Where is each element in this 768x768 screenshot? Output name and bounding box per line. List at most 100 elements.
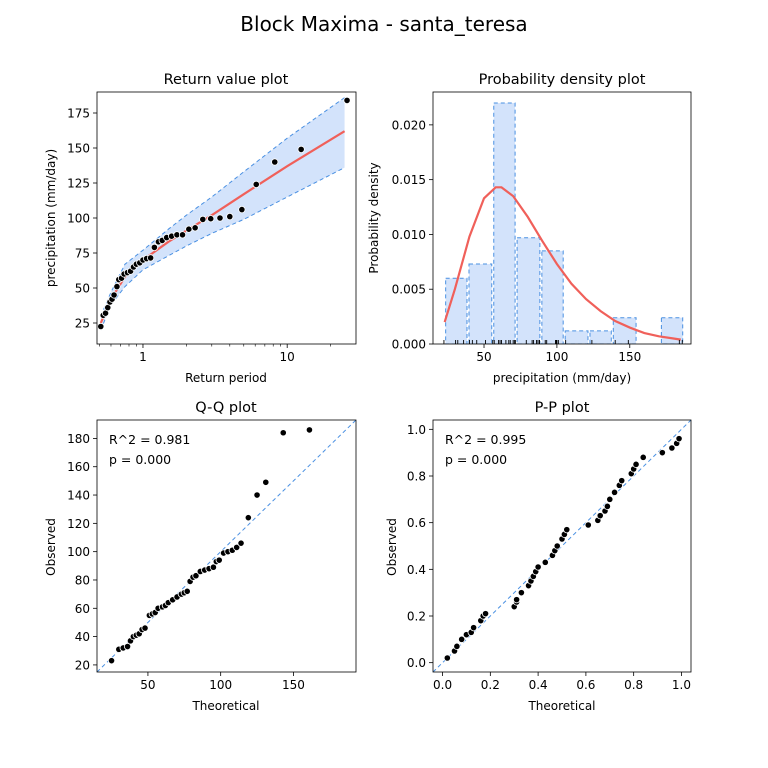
return-value-point (216, 214, 224, 222)
qq-point (233, 543, 241, 552)
pp-point (470, 624, 478, 632)
return-value-point (147, 254, 155, 262)
pp-point (618, 477, 626, 485)
return-value-ytick-label: 100 (67, 212, 90, 226)
pdf-plot-area (443, 102, 684, 344)
qq-xlabel: Theoretical (191, 699, 259, 713)
pp-plot-area (433, 420, 691, 672)
pdf-curve (443, 186, 681, 341)
pdf-ytick-label: 0.020 (392, 118, 426, 132)
histogram-bar (445, 277, 468, 344)
return-value-point (113, 282, 121, 291)
qq-point (253, 491, 261, 499)
qq-plot-area (97, 420, 356, 672)
return-value-xtick-label: 10 (280, 350, 295, 364)
qq-xtick-label: 100 (209, 678, 232, 692)
qq-ytick-label: 180 (67, 432, 90, 446)
qq-title: Q-Q plot (195, 400, 257, 416)
pp-point (553, 542, 561, 550)
pdf-xtick-label: 100 (545, 350, 568, 364)
qq-point (279, 429, 287, 437)
return-value-ytick-label: 50 (75, 282, 90, 296)
pp-point (443, 654, 451, 662)
pp-xlabel: Theoretical (527, 699, 595, 713)
pp-point (610, 488, 619, 496)
qq-ytick-label: 40 (75, 630, 90, 644)
return-value-point (226, 213, 234, 221)
qq-point (237, 539, 245, 547)
pp-axes-frame (432, 419, 692, 673)
pp-point (668, 444, 676, 452)
pp-ytick-label: 0.6 (407, 516, 426, 530)
qq-ytick-label: 20 (75, 658, 90, 672)
histogram-bar (589, 330, 612, 344)
pp-point (632, 460, 640, 468)
return-value-point (271, 158, 279, 166)
pp-annotation: p = 0.000 (445, 452, 507, 467)
qq-point (183, 587, 191, 595)
pdf-ytick-label: 0.010 (392, 228, 426, 242)
qq-point (209, 563, 218, 571)
qq-ytick-label: 60 (75, 602, 90, 616)
pdf-ytick-label: 0.000 (392, 338, 426, 352)
pp-point (513, 596, 521, 604)
pp-point (675, 435, 683, 443)
pp-xtick-label: 0.6 (576, 678, 595, 692)
qq-reference-line (97, 420, 356, 672)
confidence-lower-line (100, 167, 345, 331)
return-value-point (297, 145, 305, 153)
figure-title: Block Maxima - santa_teresa (240, 12, 527, 36)
qq-xtick-label: 50 (140, 678, 155, 692)
pp-point (453, 642, 461, 650)
return-value-point (252, 180, 260, 188)
return-value-xtick-label: 1 (139, 350, 147, 364)
pp-xtick-label: 0.0 (433, 678, 452, 692)
return-value-ytick-label: 150 (67, 142, 90, 156)
qq-annotation: R^2 = 0.981 (109, 432, 190, 447)
histogram-bar (516, 237, 541, 344)
return-value-point (110, 291, 118, 299)
return-value-point (207, 215, 215, 223)
qq-point (123, 642, 132, 651)
qq-point (192, 572, 200, 580)
qq-point (141, 624, 149, 632)
confidence-band (100, 97, 345, 330)
return-value-point (199, 215, 207, 223)
pp-point (606, 495, 614, 503)
pp-point (481, 610, 490, 618)
pp-point (458, 635, 466, 643)
pp-xtick-label: 0.4 (529, 678, 548, 692)
pp-title: P-P plot (535, 400, 590, 416)
qq-ytick-label: 140 (67, 489, 90, 503)
pp-point (541, 558, 549, 566)
return-value-ytick-label: 125 (67, 177, 90, 191)
pp-plot: P-P plot Theoretical Observed R^2 = 0.99… (385, 400, 692, 713)
pdf-xtick-label: 150 (618, 350, 641, 364)
return-value-point (97, 322, 105, 331)
histogram-bar (541, 250, 564, 344)
return-value-point (343, 96, 351, 105)
qq-ytick-label: 100 (67, 545, 90, 559)
pdf-title: Probability density plot (479, 72, 646, 88)
return-value-ytick-label: 75 (75, 247, 90, 261)
pdf-ytick-label: 0.005 (392, 283, 426, 297)
pp-annotation: R^2 = 0.995 (445, 432, 526, 447)
qq-point (107, 657, 116, 665)
histogram-bar (493, 102, 516, 344)
pdf-ytick-label: 0.015 (392, 173, 426, 187)
pp-point (584, 521, 592, 529)
pp-point (563, 526, 571, 534)
pp-xtick-label: 0.2 (481, 678, 500, 692)
pp-ytick-label: 1.0 (407, 423, 426, 437)
return-value-xlabel: Return period (185, 371, 267, 385)
return-value-axes-frame (96, 91, 357, 345)
pdf-axes-frame (432, 91, 692, 345)
qq-point (215, 556, 223, 564)
probability-density-plot: Probability density plot precipitation (… (367, 72, 692, 385)
qq-annotation: p = 0.000 (109, 452, 171, 467)
pp-ytick-label: 0.2 (407, 610, 426, 624)
qq-plot: Q-Q plot Theoretical Observed R^2 = 0.98… (44, 400, 357, 713)
return-value-point (150, 243, 158, 251)
pp-point (534, 563, 542, 571)
